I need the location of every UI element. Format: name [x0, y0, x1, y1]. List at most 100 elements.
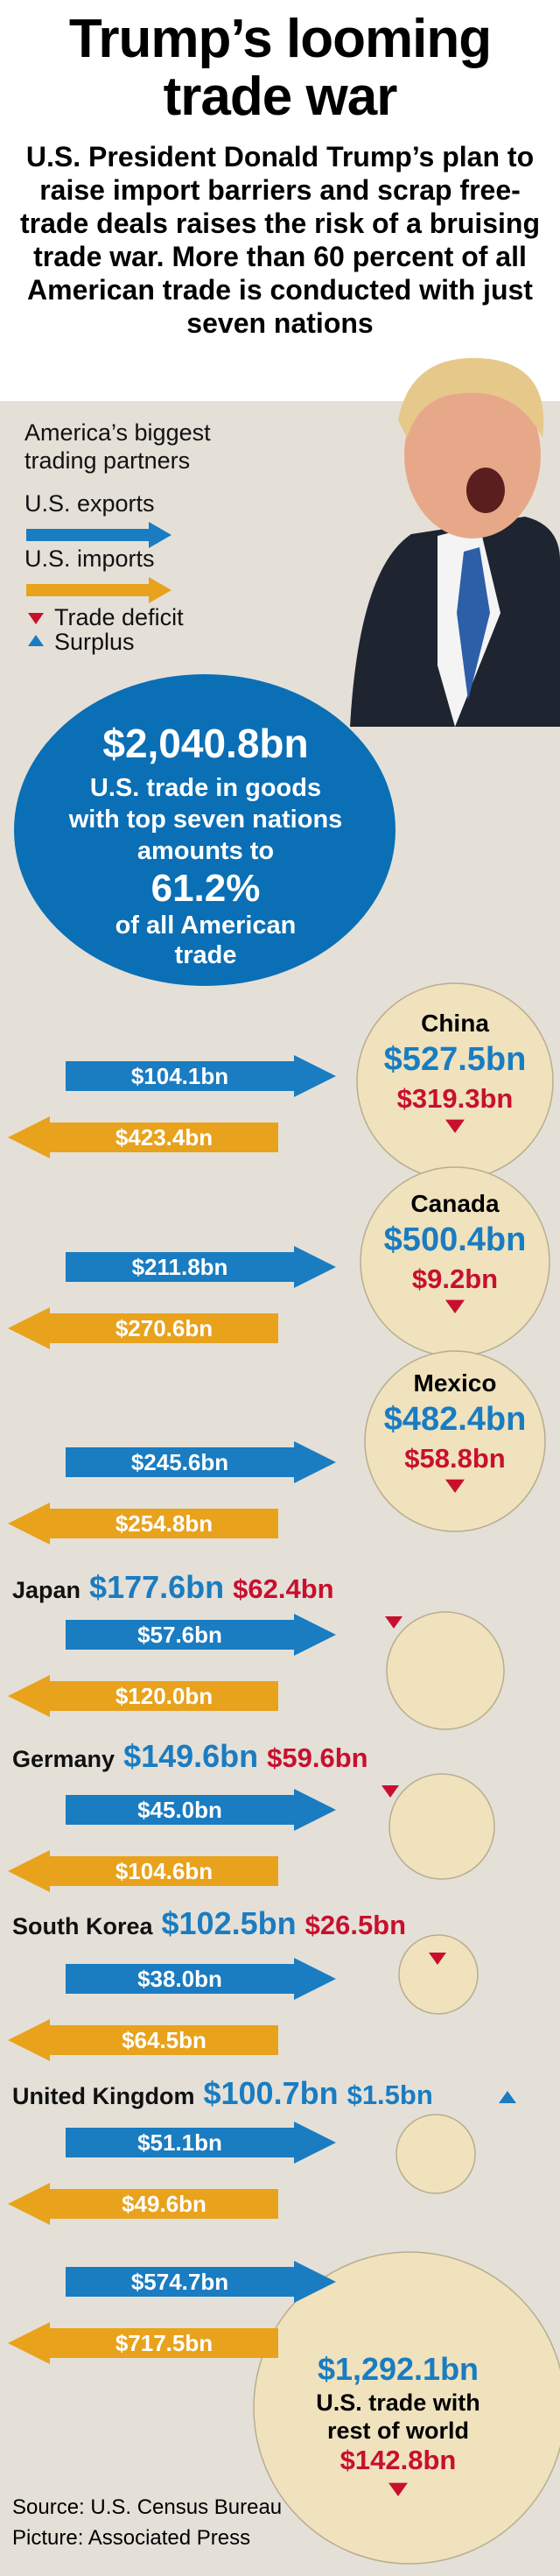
partner-total: $527.5bn: [383, 1041, 527, 1078]
summary-total: $2,040.8bn: [102, 721, 309, 766]
header: Trump’s looming trade war U.S. President…: [0, 0, 560, 401]
partner-circle: [388, 1773, 495, 1880]
partner-balance: $62.4bn: [233, 1573, 334, 1604]
partner-total: $500.4bn: [383, 1221, 527, 1258]
partner-name: United Kingdom: [12, 2083, 195, 2109]
partner-row: United Kingdom $100.7bn $1.5bn: [12, 2075, 433, 2112]
deficit-marker: [385, 1616, 402, 1629]
import-value: $49.6bn: [122, 2191, 206, 2217]
summary-text: U.S. trade in goods with top seven natio…: [68, 774, 343, 865]
export-arrow: [66, 2122, 336, 2164]
export-arrow: [66, 1055, 336, 1097]
export-value: $51.1bn: [137, 2129, 222, 2156]
export-value: $38.0bn: [137, 1966, 222, 1992]
partner-circle: [386, 1611, 505, 1730]
import-arrow: [8, 2183, 278, 2225]
import-arrow: [8, 1850, 278, 1892]
partner-name: Germany: [12, 1746, 116, 1772]
legend-imports: U.S. imports: [24, 545, 155, 572]
partner-balance: $26.5bn: [304, 1910, 407, 1940]
surplus-marker: [499, 2091, 516, 2103]
world-balance: $142.8bn: [340, 2445, 457, 2475]
partner-name: Canada: [410, 1190, 500, 1217]
export-arrow: [66, 1958, 336, 2000]
partner-total: $177.6bn: [89, 1569, 225, 1605]
import-arrow: [8, 2019, 278, 2061]
import-arrow: [8, 1675, 278, 1717]
import-value: $64.5bn: [122, 2027, 206, 2053]
partner-circle: [396, 2114, 476, 2194]
legend-exports: U.S. exports: [24, 490, 155, 517]
partner-balance: $319.3bn: [396, 1083, 514, 1114]
partner-balance: $9.2bn: [411, 1263, 499, 1294]
legend-import-arrow: [26, 577, 172, 603]
export-arrow: [66, 1789, 336, 1831]
hair: [398, 357, 544, 438]
export-value: $57.6bn: [137, 1622, 222, 1648]
world-circle: [253, 2251, 560, 2565]
source: Source: U.S. Census Bureau: [12, 2495, 283, 2519]
partner-name: China: [421, 1010, 489, 1037]
export-value: $245.6bn: [130, 1449, 229, 1475]
subtitle: U.S. President Donald Trump’s plan to ra…: [20, 141, 540, 339]
legend-surplus-marker: [28, 635, 44, 646]
deficit-marker: [445, 1119, 465, 1133]
deficit-marker: [382, 1785, 399, 1798]
world-total: $1,292.1bn: [317, 2351, 480, 2387]
export-arrow: [66, 2261, 336, 2303]
face: [404, 372, 541, 538]
legend-export-arrow: [26, 522, 172, 548]
mouth: [466, 468, 505, 513]
partner-total: $149.6bn: [123, 1738, 259, 1774]
partner-balance: $59.6bn: [267, 1742, 368, 1773]
photo: [350, 357, 560, 727]
legend-surplus: Surplus: [54, 629, 135, 655]
export-value: $574.7bn: [130, 2269, 229, 2295]
export-value: $45.0bn: [137, 1797, 222, 1823]
import-value: $423.4bn: [115, 1124, 214, 1151]
partner-total: $100.7bn: [203, 2075, 339, 2111]
import-value: $270.6bn: [115, 1315, 214, 1341]
deficit-marker: [429, 1953, 446, 1965]
export-value: $211.8bn: [131, 1254, 228, 1280]
legend-heading: America’s biggest trading partners: [24, 419, 211, 474]
partner-name: Japan: [12, 1577, 81, 1603]
credit: Picture: Associated Press: [12, 2526, 251, 2550]
partner-circle: [398, 1934, 479, 2015]
summary-share: 61.2%: [150, 867, 261, 910]
title: Trump’s looming trade war: [68, 9, 492, 127]
deficit-marker: [445, 1479, 465, 1493]
tie: [457, 547, 490, 700]
partner-row: Japan $177.6bn $62.4bn: [12, 1569, 334, 1606]
legend-deficit-marker: [28, 613, 44, 624]
import-value: $717.5bn: [115, 2330, 214, 2356]
export-arrow: [66, 1614, 336, 1656]
import-value: $104.6bn: [115, 1858, 214, 1884]
partner-balance: $58.8bn: [404, 1443, 506, 1474]
world-label: U.S. trade with rest of world: [316, 2389, 480, 2444]
export-arrow: [66, 1246, 336, 1288]
partner-balance: $1.5bn: [346, 2080, 433, 2110]
import-value: $254.8bn: [115, 1510, 214, 1537]
summary-text-2: of all American trade: [115, 911, 297, 969]
import-arrow: [8, 1116, 278, 1158]
import-value: $120.0bn: [115, 1683, 214, 1709]
partner-row: South Korea $102.5bn $26.5bn: [12, 1905, 406, 1942]
deficit-marker: [445, 1299, 465, 1313]
partner-total: $102.5bn: [161, 1905, 297, 1941]
export-value: $104.1bn: [130, 1063, 229, 1089]
import-arrow: [8, 1503, 278, 1545]
deficit-marker: [388, 2482, 408, 2496]
export-arrow: [66, 1441, 336, 1483]
summary-circle: [14, 674, 396, 986]
legend-deficit: Trade deficit: [54, 604, 184, 630]
partner-name: South Korea: [12, 1913, 153, 1939]
partner-row: Germany $149.6bn $59.6bn: [12, 1738, 368, 1775]
import-arrow: [8, 2322, 278, 2364]
import-arrow: [8, 1307, 278, 1349]
partner-circle: [364, 1350, 546, 1532]
partner-total: $482.4bn: [383, 1401, 527, 1438]
partner-name: Mexico: [413, 1369, 497, 1397]
